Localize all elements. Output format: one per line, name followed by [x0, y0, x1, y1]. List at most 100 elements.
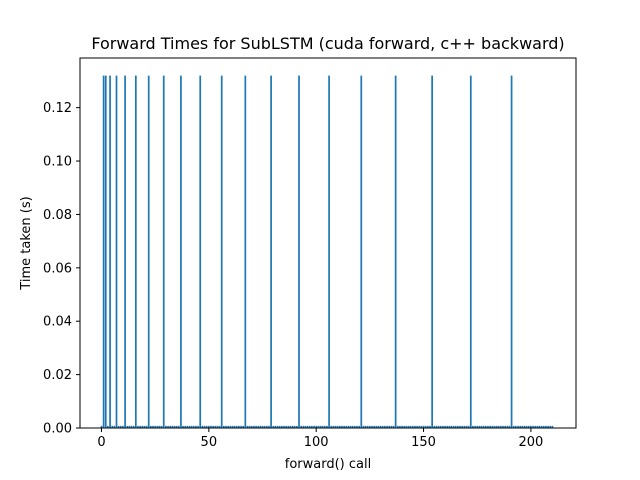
bar: [218, 425, 221, 428]
bar: [235, 425, 238, 428]
bar: [358, 425, 360, 428]
bar: [233, 425, 236, 428]
bar: [291, 425, 294, 428]
bar: [401, 425, 403, 428]
bar: [154, 425, 157, 428]
bar: [268, 425, 270, 428]
bar: [364, 425, 367, 428]
bar: [345, 425, 348, 428]
bar: [306, 425, 309, 428]
bar: [300, 425, 303, 428]
bar: [519, 425, 522, 428]
bar: [525, 425, 528, 428]
bar: [296, 425, 298, 428]
bar-spike: [134, 75, 137, 428]
bar: [317, 425, 320, 428]
bar: [489, 425, 491, 428]
bar: [330, 425, 333, 428]
y-tick-label: 0.10: [43, 155, 72, 170]
bar: [373, 425, 376, 428]
bar: [549, 425, 552, 428]
bar: [476, 425, 479, 428]
y-tick-label: 0.06: [43, 261, 72, 276]
bar: [551, 425, 554, 428]
bar-spike: [360, 75, 363, 428]
bar: [119, 425, 122, 428]
bar: [145, 425, 148, 428]
bar: [274, 425, 277, 428]
bar: [139, 425, 141, 428]
bar: [338, 425, 341, 428]
x-axis-ticks: 0 50 100 150 200: [97, 428, 543, 450]
bar: [188, 425, 191, 428]
bar: [190, 425, 193, 428]
bar: [285, 425, 287, 428]
bar: [308, 425, 311, 428]
bar: [156, 425, 159, 428]
bar: [257, 425, 260, 428]
bar: [545, 425, 547, 428]
bar: [225, 425, 227, 428]
bar: [336, 425, 339, 428]
x-tick-label: 100: [304, 435, 329, 450]
bar: [495, 425, 498, 428]
bar: [216, 425, 219, 428]
bar: [493, 425, 496, 428]
bar: [349, 425, 352, 428]
bar: [407, 425, 410, 428]
bar: [289, 425, 292, 428]
bar: [272, 425, 275, 428]
bar: [175, 425, 178, 428]
bar-spike: [104, 75, 107, 428]
bar: [437, 425, 440, 428]
y-tick-label: 0.08: [43, 208, 72, 223]
bar: [484, 425, 487, 428]
bar: [100, 425, 103, 428]
bar: [197, 425, 199, 428]
bar: [420, 425, 423, 428]
bar: [459, 425, 461, 428]
bar-spike: [147, 75, 150, 428]
plot-frame: [79, 57, 577, 429]
bar: [392, 425, 395, 428]
bar: [371, 425, 373, 428]
bar: [132, 425, 135, 428]
bar-spike: [328, 75, 330, 428]
bar: [463, 425, 466, 428]
bar: [388, 425, 391, 428]
bar: [390, 425, 393, 428]
bar: [467, 425, 470, 428]
bar: [366, 425, 369, 428]
bar: [396, 425, 399, 428]
bar: [177, 425, 180, 428]
x-tick-label: 150: [411, 435, 436, 450]
bar: [534, 425, 537, 428]
bar: [259, 425, 262, 428]
bar: [186, 425, 189, 428]
bar: [283, 425, 285, 428]
bar: [384, 425, 386, 428]
chart-title: Forward Times for SubLSTM (cuda forward,…: [91, 34, 564, 53]
bar: [311, 425, 313, 428]
bar: [414, 425, 416, 428]
bar: [223, 425, 225, 428]
bar: [377, 425, 380, 428]
bar: [152, 425, 154, 428]
bar: [246, 425, 249, 428]
bar: [439, 425, 442, 428]
bar: [536, 425, 539, 428]
bar: [210, 425, 212, 428]
bar: [263, 425, 266, 428]
bar: [253, 425, 255, 428]
bar: [540, 425, 543, 428]
bar: [362, 425, 365, 428]
bar: [369, 425, 371, 428]
bar: [141, 425, 144, 428]
x-tick-label: 0: [97, 435, 105, 450]
y-tick-label: 0.12: [43, 101, 72, 116]
y-tick-label: 0.00: [43, 422, 72, 437]
bar: [165, 425, 167, 428]
bar: [293, 425, 296, 428]
bar: [334, 425, 337, 428]
